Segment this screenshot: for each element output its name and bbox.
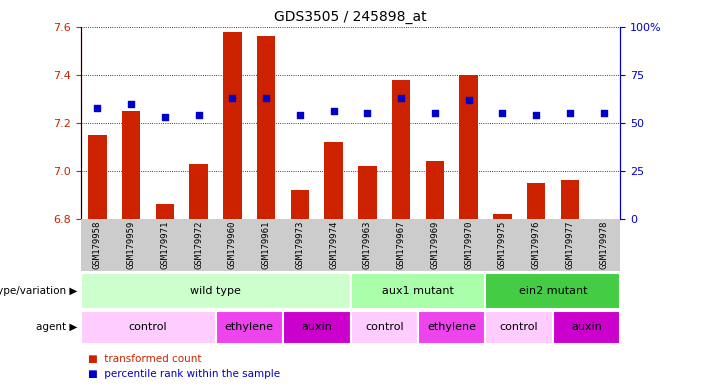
Bar <box>493 214 512 219</box>
Text: genotype/variation ▶: genotype/variation ▶ <box>0 286 77 296</box>
Point <box>328 108 339 114</box>
Text: ethylene: ethylene <box>225 322 274 333</box>
Point <box>159 114 170 120</box>
Point <box>598 110 609 116</box>
Bar <box>553 311 620 344</box>
Bar <box>81 311 216 344</box>
Bar <box>485 273 620 309</box>
Bar <box>325 142 343 219</box>
Text: GSM179963: GSM179963 <box>363 220 372 269</box>
Text: GSM179975: GSM179975 <box>498 220 507 269</box>
Text: ■  percentile rank within the sample: ■ percentile rank within the sample <box>88 369 280 379</box>
Text: GSM179971: GSM179971 <box>161 220 170 269</box>
Bar <box>485 311 553 344</box>
Text: GSM179970: GSM179970 <box>464 220 473 269</box>
Point <box>362 110 373 116</box>
Text: GSM179960: GSM179960 <box>228 220 237 269</box>
Bar <box>223 32 242 219</box>
Text: GSM179967: GSM179967 <box>397 220 406 269</box>
Bar <box>561 180 579 219</box>
Bar <box>350 311 418 344</box>
Bar <box>350 273 485 309</box>
Text: GSM179978: GSM179978 <box>599 220 608 269</box>
Bar <box>81 273 350 309</box>
Bar <box>257 36 275 219</box>
Bar <box>291 190 309 219</box>
Point <box>261 95 272 101</box>
Text: auxin: auxin <box>571 322 602 333</box>
Bar <box>283 311 350 344</box>
Text: ethylene: ethylene <box>427 322 476 333</box>
Text: wild type: wild type <box>190 286 241 296</box>
Text: GSM179959: GSM179959 <box>127 220 136 269</box>
Text: auxin: auxin <box>301 322 332 333</box>
Text: agent ▶: agent ▶ <box>36 322 77 333</box>
Point <box>193 112 204 118</box>
Point <box>531 112 542 118</box>
Point <box>125 101 137 107</box>
Text: ein2 mutant: ein2 mutant <box>519 286 587 296</box>
Text: GSM179973: GSM179973 <box>295 220 304 269</box>
Bar <box>358 166 376 219</box>
Text: GSM179974: GSM179974 <box>329 220 338 269</box>
Point <box>497 110 508 116</box>
Text: GSM179972: GSM179972 <box>194 220 203 269</box>
Text: control: control <box>129 322 168 333</box>
Point <box>429 110 440 116</box>
Text: control: control <box>365 322 404 333</box>
Bar <box>189 164 208 219</box>
Point <box>92 104 103 111</box>
Point <box>564 110 576 116</box>
Bar <box>426 161 444 219</box>
Point <box>294 112 306 118</box>
Bar <box>156 204 175 219</box>
Bar <box>88 135 107 219</box>
Text: GSM179958: GSM179958 <box>93 220 102 269</box>
Text: ■  transformed count: ■ transformed count <box>88 354 201 364</box>
Text: GSM179961: GSM179961 <box>261 220 271 269</box>
Bar <box>526 183 545 219</box>
Point <box>463 97 474 103</box>
Text: GDS3505 / 245898_at: GDS3505 / 245898_at <box>274 10 427 23</box>
Text: aux1 mutant: aux1 mutant <box>382 286 454 296</box>
Bar <box>459 75 478 219</box>
Text: GSM179977: GSM179977 <box>565 220 574 269</box>
Bar <box>122 111 140 219</box>
Bar <box>418 311 485 344</box>
Text: GSM179976: GSM179976 <box>531 220 540 269</box>
Bar <box>216 311 283 344</box>
Text: GSM179969: GSM179969 <box>430 220 440 269</box>
Point <box>227 95 238 101</box>
Text: control: control <box>500 322 538 333</box>
Bar <box>392 80 410 219</box>
Point <box>395 95 407 101</box>
